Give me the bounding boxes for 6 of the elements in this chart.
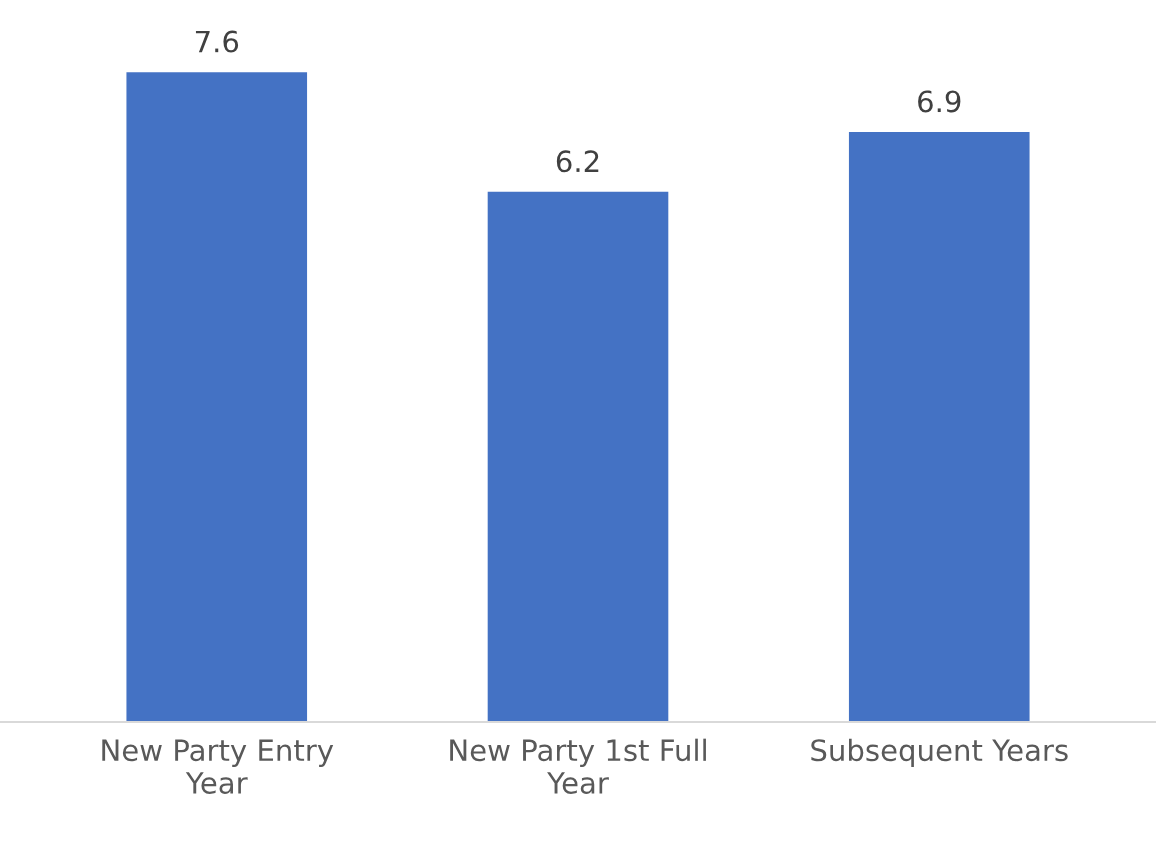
x-tick-label: New Party Entry Year <box>102 739 334 794</box>
data-label: 6.9 <box>918 90 961 113</box>
data-label: 7.6 <box>195 30 239 53</box>
x-tick-label: New Party 1st Full Year <box>450 738 706 794</box>
x-tick-label: Subsequent Years <box>811 738 1068 767</box>
data-label: 6.2 <box>556 150 599 173</box>
